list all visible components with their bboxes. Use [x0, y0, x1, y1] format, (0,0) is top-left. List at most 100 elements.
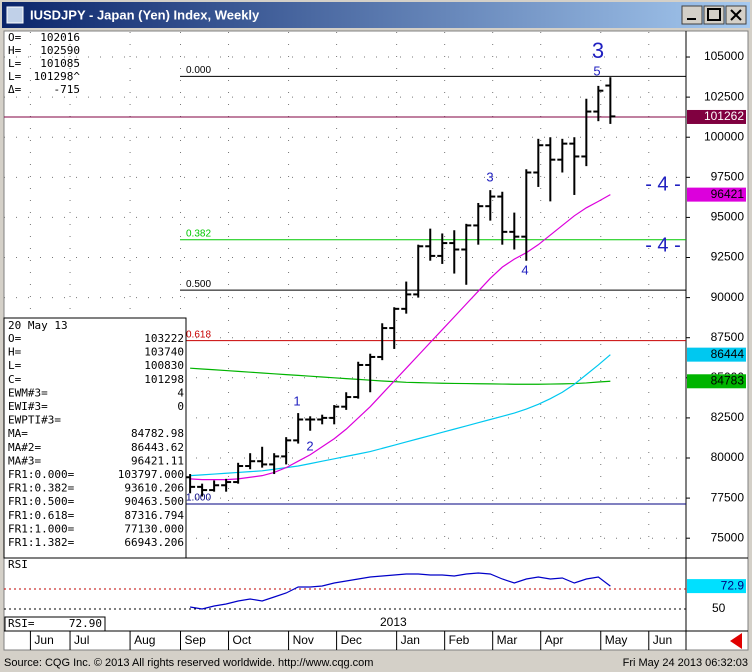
- data-box-label: O=: [8, 332, 22, 345]
- fib-label: 1.000: [186, 493, 211, 504]
- data-box-label: FR1:0.382=: [8, 482, 75, 495]
- rsi-line: [190, 572, 611, 610]
- footer-timestamp: Fri May 24 2013 06:32:03: [623, 657, 748, 669]
- data-box-label: FR1:0.618=: [8, 509, 75, 522]
- x-tick-label: Jun: [653, 633, 672, 647]
- readout-label: Δ=: [8, 83, 22, 96]
- y-tick-label: 90000: [711, 290, 745, 304]
- readout-label: O=: [8, 31, 22, 44]
- data-box-value: 93610.206: [124, 482, 184, 495]
- scroll-arrow[interactable]: [730, 633, 742, 649]
- y-tick-label: 92500: [711, 250, 745, 264]
- wave-label: 3: [486, 169, 493, 184]
- x-tick-label: Feb: [449, 633, 470, 647]
- data-box-label: MA#2=: [8, 441, 41, 454]
- ma-value-label: 86444: [711, 347, 745, 361]
- x-tick-label: Apr: [545, 633, 564, 647]
- x-tick-label: Jul: [74, 633, 89, 647]
- y-tick-label: 97500: [711, 169, 745, 183]
- data-box-label: H=: [8, 346, 22, 359]
- readout-value: -715: [54, 83, 81, 96]
- data-box-label: EWM#3=: [8, 386, 48, 399]
- ma-value-label: 96421: [711, 187, 745, 201]
- x-tick-label: Mar: [497, 633, 518, 647]
- wave-label: - 4 -: [645, 234, 681, 256]
- data-box-label: L=: [8, 359, 22, 372]
- data-box-value: 100830: [144, 359, 184, 372]
- fib-label: 0.618: [186, 329, 211, 340]
- y-tick-label: 102500: [704, 89, 744, 103]
- close-icon: [730, 9, 742, 21]
- wave-label: 1: [293, 393, 300, 408]
- readout-value: 101085: [40, 57, 80, 70]
- ma-value-box: [687, 374, 746, 389]
- wave-label: 4: [521, 262, 528, 277]
- data-box-value: 77130.000: [124, 522, 184, 535]
- data-box-value: 96421.11: [131, 454, 184, 467]
- data-box-label: EWPTI#3=: [8, 414, 61, 427]
- data-box-label: FR1:0.000=: [8, 468, 75, 481]
- data-box-label: FR1:1.000=: [8, 522, 75, 535]
- year-label: 2013: [380, 615, 407, 629]
- y-tick-label: 75000: [711, 530, 745, 544]
- y-tick-label: 95000: [711, 210, 745, 224]
- rsi-tick-label: 50: [712, 601, 726, 615]
- x-tick-label: Jan: [401, 633, 420, 647]
- rsi-readout-box: [4, 616, 106, 632]
- y-tick-label: 105000: [704, 49, 744, 63]
- y-tick-label: 100000: [704, 129, 744, 143]
- data-box-value: 101298: [144, 373, 184, 386]
- data-box-value: 87316.794: [124, 509, 184, 522]
- data-box-value: 4: [177, 386, 184, 399]
- data-box-label: MA#3=: [8, 454, 41, 467]
- title-bar: [2, 2, 750, 28]
- moving-average: [190, 354, 611, 477]
- x-tick-label: Oct: [233, 633, 252, 647]
- data-box-value: 103740: [144, 346, 184, 359]
- ma-value-box: [687, 347, 746, 362]
- x-tick-label: Nov: [293, 633, 314, 647]
- ma-value-box: [687, 187, 746, 202]
- footer-source: Source: CQG Inc. © 2013 All rights reser…: [4, 657, 373, 669]
- x-tick-label: Dec: [341, 633, 362, 647]
- wave-label: - 4 -: [645, 173, 681, 195]
- rsi-value-box: [687, 579, 746, 594]
- readout-value: 102016: [40, 31, 80, 44]
- data-box-label: C=: [8, 373, 22, 386]
- readout-value: 101298^: [34, 70, 81, 83]
- data-box-label: EWI#3=: [8, 400, 48, 413]
- x-tick-label: Aug: [134, 633, 155, 647]
- rsi-value-label: 72.9: [721, 578, 745, 592]
- x-tick-label: Sep: [185, 633, 207, 647]
- rsi-readout-value: 72.90: [69, 617, 102, 630]
- readout-label: L=: [8, 57, 22, 70]
- data-box-value: 66943.206: [124, 536, 184, 549]
- moving-average: [190, 194, 611, 481]
- data-box-value: 103222: [144, 332, 184, 345]
- rsi-readout-label: RSI=: [8, 617, 35, 630]
- window-buttons: [681, 5, 747, 25]
- wave-label: 5: [593, 63, 600, 78]
- data-box-date: 20 May 13: [8, 319, 68, 332]
- data-box-value: 90463.500: [124, 495, 184, 508]
- ma-value-label: 84783: [711, 373, 745, 387]
- current-price-box: [687, 109, 746, 124]
- fib-label: 0.382: [186, 228, 211, 239]
- data-box-label: FR1:1.382=: [8, 536, 75, 549]
- current-price-label: 101262: [704, 109, 744, 123]
- fib-label: 0.000: [186, 65, 211, 76]
- y-tick-label: 80000: [711, 450, 745, 464]
- wave-label: 2: [306, 438, 313, 453]
- data-box-value: 86443.62: [131, 441, 184, 454]
- rsi-title: RSI: [8, 558, 28, 571]
- y-tick-label: 82500: [711, 410, 745, 424]
- readout-label: H=: [8, 44, 22, 57]
- y-tick-label: 77500: [711, 490, 745, 504]
- data-box-value: 103797.000: [118, 468, 184, 481]
- data-box-label: FR1:0.500=: [8, 495, 75, 508]
- fib-label: 0.500: [186, 279, 211, 290]
- minimize-button[interactable]: [681, 5, 703, 25]
- readout-value: 102590: [40, 44, 80, 57]
- data-box: [3, 317, 187, 559]
